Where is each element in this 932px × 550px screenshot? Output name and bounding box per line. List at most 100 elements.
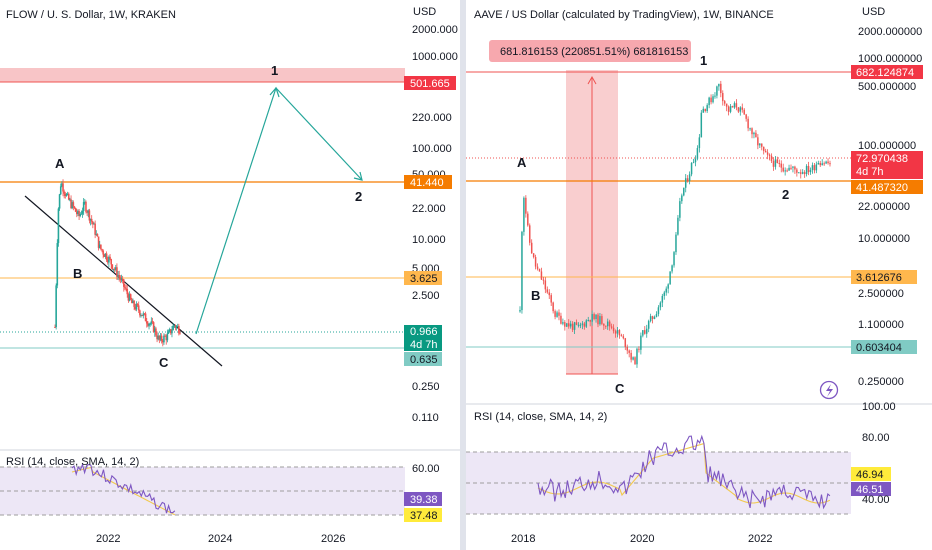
left-candle-body — [58, 194, 61, 209]
right-tag-high: 682.124874 — [856, 67, 914, 79]
right-candle-body — [667, 284, 669, 289]
right-candle-body — [807, 165, 810, 173]
left-candle-body — [160, 335, 163, 341]
left-x-2024: 2024 — [208, 533, 232, 545]
right-candle-body — [813, 165, 816, 171]
right-candle-body — [575, 322, 578, 325]
right-candle-body — [606, 321, 609, 327]
left-candle-body — [112, 268, 115, 270]
right-candle-body — [786, 170, 788, 172]
right-rsi-tag-bg — [851, 467, 891, 481]
right-candle-body — [706, 105, 708, 111]
left-candle-body — [110, 259, 112, 265]
left-candle-body — [108, 256, 110, 263]
left-rsi-sma-tag-bg — [404, 508, 442, 522]
right-candle-body — [671, 265, 673, 272]
left-candle-body — [96, 233, 99, 237]
left-candle-body — [86, 211, 88, 213]
right-tag-3612: 3.612676 — [856, 272, 902, 284]
right-candle-body — [817, 163, 820, 165]
lightning-icon[interactable] — [819, 380, 839, 400]
left-candle-body — [70, 199, 72, 209]
right-candle-body — [770, 155, 773, 161]
left-rsi-label: RSI (14, close, SMA, 14, 2) — [6, 456, 139, 468]
right-candle-body — [784, 170, 786, 172]
right-tick-22: 22.000000 — [858, 201, 910, 213]
left-candle-body — [139, 310, 141, 316]
right-candle-body — [544, 280, 547, 290]
right-candle-body — [811, 165, 814, 170]
right-candle-body — [605, 325, 607, 327]
left-tick-2000: 2000.000 — [412, 24, 458, 36]
right-candle-body — [714, 95, 716, 97]
left-candle-body — [173, 325, 176, 327]
right-candle-body — [772, 160, 775, 167]
right-candle-body — [603, 323, 605, 326]
left-candle-body — [171, 330, 173, 334]
left-candle-body — [66, 193, 69, 195]
right-candle-body — [694, 158, 697, 163]
left-tick-22: 22.000 — [412, 203, 446, 215]
right-candle-body — [675, 234, 677, 253]
right-candle-body — [774, 159, 777, 167]
right-candle-body — [573, 322, 576, 330]
left-tag-501: 501.665 — [410, 78, 450, 90]
left-candle-body — [77, 210, 79, 215]
right-candle-body — [665, 288, 667, 293]
left-candle-body — [74, 208, 77, 212]
left-candle-body — [82, 202, 85, 211]
left-candle-body — [114, 267, 117, 270]
right-candle-body — [776, 159, 779, 164]
right-candle-body — [661, 295, 664, 303]
right-candle-body — [815, 164, 818, 171]
right-candle-body — [595, 314, 597, 320]
left-candle-body — [118, 274, 121, 278]
right-candle-body — [546, 289, 549, 293]
right-rsi-sma-tag-bg — [851, 482, 891, 496]
left-title: FLOW / U. S. Dollar, 1W, KRAKEN — [6, 9, 176, 21]
left-candle-body — [142, 313, 145, 316]
right-rsi-line — [537, 434, 831, 510]
right-candle-body — [527, 213, 529, 226]
left-candle-body — [145, 321, 148, 324]
right-candle-body — [591, 314, 593, 322]
left-tag-0635: 0.635 — [410, 354, 438, 366]
right-candle-body — [581, 323, 584, 325]
right-candle-body — [798, 172, 800, 174]
panel-divider — [460, 0, 466, 550]
right-candle-body — [755, 132, 757, 138]
right-candle-body — [657, 307, 660, 315]
left-rsi-line — [71, 462, 176, 514]
right-measure-label: 681.816153 (220851.51%) 681816153 — [500, 46, 688, 58]
left-candle-body — [117, 274, 119, 277]
right-candle-body — [764, 150, 767, 153]
right-tick-25: 2.500000 — [858, 288, 904, 300]
left-candle-body — [85, 201, 87, 212]
left-candle-body — [178, 325, 180, 334]
right-candle-body — [599, 316, 601, 325]
left-x-2022: 2022 — [96, 533, 120, 545]
left-candle-body — [152, 322, 155, 333]
right-candle-body — [821, 163, 823, 166]
right-candle-body — [747, 118, 749, 129]
left-candle-body — [126, 288, 129, 295]
right-candle-body — [583, 323, 586, 327]
right-tick-1000: 1000.000000 — [858, 53, 922, 65]
left-candle-body — [156, 335, 158, 340]
right-wave-2: 2 — [782, 187, 789, 202]
right-candle-body — [642, 330, 644, 336]
left-candle-body — [113, 268, 116, 270]
left-candle-body — [129, 294, 132, 300]
right-candle-body — [519, 310, 521, 312]
right-candle-body — [532, 253, 535, 258]
left-candles — [54, 179, 181, 347]
right-candle-body — [628, 350, 630, 353]
right-plot-background — [466, 0, 851, 525]
right-candle-body — [587, 320, 589, 322]
right-candle-body — [663, 292, 666, 296]
left-candle-body — [166, 333, 169, 341]
right-candle-body — [722, 93, 724, 102]
right-candle-body — [790, 167, 792, 169]
right-tick-10: 10.000000 — [858, 233, 910, 245]
